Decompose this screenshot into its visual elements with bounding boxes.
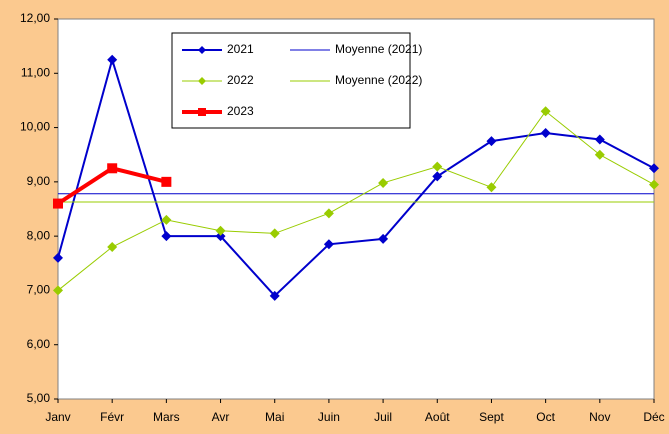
y-tick-label: 9,00 — [27, 174, 51, 188]
x-tick-label: Oct — [536, 410, 555, 424]
marker — [107, 54, 118, 65]
legend-label: Moyenne (2021) — [335, 42, 422, 56]
marker — [540, 128, 551, 138]
y-tick-label: 10,00 — [20, 120, 50, 134]
legend-label: Moyenne (2022) — [335, 73, 422, 87]
marker — [53, 198, 63, 209]
series-line — [57, 56, 655, 298]
x-tick-label: Juin — [318, 410, 340, 424]
marker — [198, 46, 206, 54]
marker — [161, 176, 172, 187]
marker — [486, 182, 497, 193]
marker — [107, 163, 118, 174]
y-tick-label: 6,00 — [27, 337, 51, 351]
marker — [198, 77, 206, 85]
x-tick-label: Août — [425, 410, 450, 424]
x-tick-label: Sept — [479, 410, 504, 424]
marker — [432, 161, 443, 172]
marker — [323, 239, 334, 250]
marker — [378, 177, 389, 188]
marker — [198, 108, 206, 116]
marker — [540, 106, 551, 117]
marker — [649, 179, 659, 190]
x-tick-label: Févr — [100, 410, 124, 424]
legend-label: 2021 — [227, 42, 254, 56]
y-tick-label: 11,00 — [21, 65, 50, 79]
x-tick-label: Avr — [212, 410, 230, 424]
marker — [594, 149, 605, 160]
marker — [378, 233, 389, 244]
y-tick-label: 8,00 — [27, 228, 51, 242]
marker — [215, 231, 226, 242]
marker — [594, 134, 605, 145]
x-tick-label: Mars — [153, 410, 180, 424]
y-tick-label: 5,00 — [27, 391, 51, 405]
x-tick-label: Déc — [643, 410, 664, 424]
x-tick-label: Nov — [589, 410, 610, 424]
x-tick-label: Juil — [374, 410, 392, 424]
marker — [161, 214, 172, 225]
marker — [486, 136, 497, 147]
series-line — [57, 110, 655, 291]
x-tick-label: Mai — [265, 410, 284, 424]
x-tick-label: Janv — [45, 410, 70, 424]
marker — [161, 231, 172, 242]
marker — [107, 242, 118, 252]
legend-label: 2023 — [227, 104, 254, 118]
marker — [269, 228, 280, 239]
y-tick-label: 12,00 — [20, 11, 50, 25]
legend-label: 2022 — [227, 73, 254, 87]
marker — [53, 252, 63, 263]
marker — [432, 171, 443, 182]
marker — [649, 163, 659, 174]
marker — [269, 290, 280, 301]
marker — [53, 285, 63, 296]
marker — [323, 208, 334, 219]
y-tick-label: 7,00 — [27, 283, 51, 297]
marker — [215, 225, 226, 236]
